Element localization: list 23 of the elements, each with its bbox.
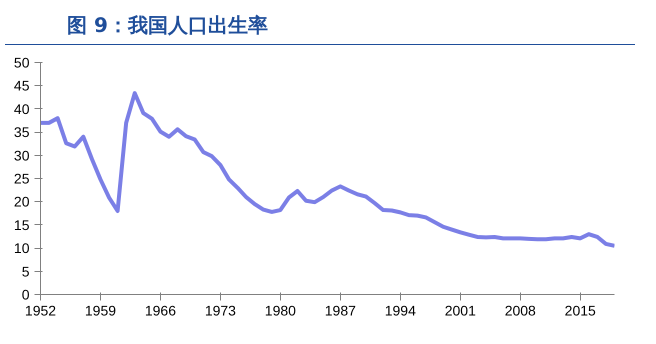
y-tick-label: 15 — [14, 216, 30, 233]
x-tick-label: 2001 — [444, 302, 476, 318]
x-tick-label: 1973 — [204, 302, 236, 318]
x-tick-label: 2008 — [504, 302, 536, 318]
x-tick-label: 1994 — [384, 302, 416, 318]
y-tick-label: 35 — [14, 124, 30, 140]
x-tick-label: 1987 — [324, 302, 356, 318]
y-tick-label: 40 — [14, 100, 30, 117]
x-tick-label: 1952 — [24, 302, 56, 318]
y-tick-label: 5 — [22, 263, 30, 280]
x-tick-label: 1959 — [84, 302, 116, 318]
x-tick-label: 2015 — [564, 302, 596, 318]
y-tick-label: 25 — [14, 170, 30, 186]
y-tick-label: 0 — [22, 286, 30, 302]
x-tick-label: 1980 — [264, 302, 296, 318]
y-tick-label: 20 — [14, 194, 30, 210]
chart-title: 图 9：我国人口出生率 — [67, 12, 268, 39]
line-series — [40, 91, 614, 248]
y-tick-label: 30 — [14, 147, 30, 164]
y-tick-label: 10 — [14, 240, 30, 256]
y-tick-label: 50 — [14, 54, 30, 70]
y-tick-label: 45 — [14, 78, 30, 94]
x-tick-label: 1966 — [144, 302, 176, 318]
